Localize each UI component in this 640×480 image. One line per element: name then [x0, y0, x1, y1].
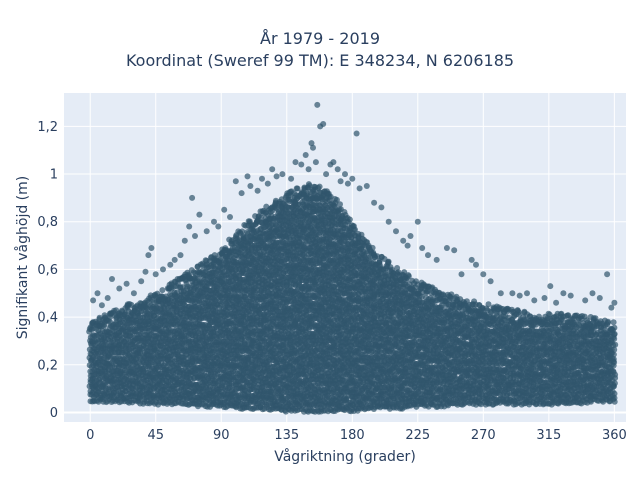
- data-point: [293, 185, 300, 192]
- data-points: [86, 101, 619, 415]
- chart-subtitle: Koordinat (Sweref 99 TM): E 348234, N 62…: [125, 51, 515, 70]
- data-point: [305, 181, 312, 188]
- data-point: [159, 287, 166, 294]
- chart-title: År 1979 - 2019: [260, 29, 380, 48]
- data-point: [211, 252, 218, 259]
